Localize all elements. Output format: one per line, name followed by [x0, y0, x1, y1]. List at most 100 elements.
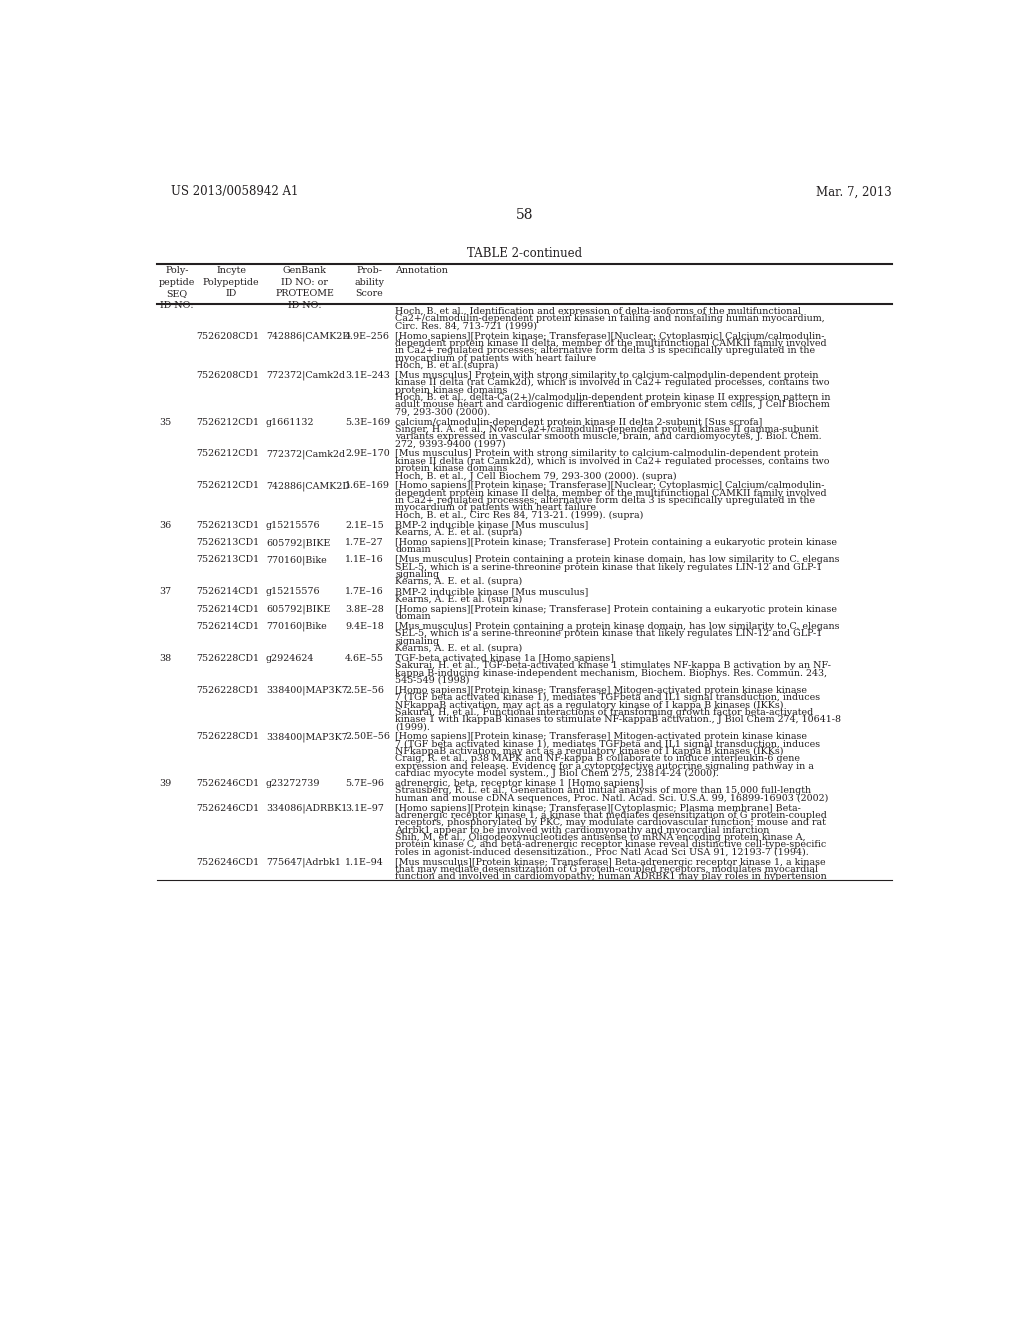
Text: 3.1E–97: 3.1E–97: [345, 804, 384, 813]
Text: Singer, H. A. et al., Novel Ca2+/calmodulin-dependent protein kinase II gamma-su: Singer, H. A. et al., Novel Ca2+/calmodu…: [395, 425, 819, 434]
Text: 605792|BIKE: 605792|BIKE: [266, 539, 331, 548]
Text: variants expressed in vascular smooth muscle, brain, and cardiomyocytes, J. Biol: variants expressed in vascular smooth mu…: [395, 432, 822, 441]
Text: kappa B-inducing kinase-independent mechanism, Biochem. Biophys. Res. Commun. 24: kappa B-inducing kinase-independent mech…: [395, 668, 827, 677]
Text: Hoch, B. et al., Identification and expression of delta-isoforms of the multifun: Hoch, B. et al., Identification and expr…: [395, 308, 802, 315]
Text: domain: domain: [395, 612, 431, 620]
Text: 7526214CD1: 7526214CD1: [197, 622, 259, 631]
Text: [Homo sapiens][Protein kinase; Transferase][Cytoplasmic; Plasma membrane] Beta-: [Homo sapiens][Protein kinase; Transfera…: [395, 804, 801, 813]
Text: Circ. Res. 84, 713-721 (1999): Circ. Res. 84, 713-721 (1999): [395, 322, 538, 330]
Text: 545-549 (1998): 545-549 (1998): [395, 676, 470, 685]
Text: 5.3E–169: 5.3E–169: [345, 417, 390, 426]
Text: Mar. 7, 2013: Mar. 7, 2013: [816, 185, 892, 198]
Text: [Homo sapiens][Protein kinase; Transferase][Nuclear; Cytoplasmic] Calcium/calmod: [Homo sapiens][Protein kinase; Transfera…: [395, 331, 825, 341]
Text: 742886|CAMK2D: 742886|CAMK2D: [266, 482, 350, 491]
Text: roles in agonist-induced desensitization., Proc Natl Acad Sci USA 91, 12193-7 (1: roles in agonist-induced desensitization…: [395, 847, 809, 857]
Text: protein kinase domains: protein kinase domains: [395, 465, 508, 473]
Text: domain: domain: [395, 545, 431, 554]
Text: protein kinase C, and beta-adrenergic receptor kinase reveal distinctive cell-ty: protein kinase C, and beta-adrenergic re…: [395, 841, 826, 849]
Text: [Homo sapiens][Protein kinase; Transferase] Mitogen-activated protein kinase kin: [Homo sapiens][Protein kinase; Transfera…: [395, 733, 807, 742]
Text: SEL-5, which is a serine-threonine protein kinase that likely regulates LIN-12 a: SEL-5, which is a serine-threonine prote…: [395, 562, 822, 572]
Text: 770160|Bike: 770160|Bike: [266, 556, 327, 565]
Text: Kearns, A. E. et al. (supra): Kearns, A. E. et al. (supra): [395, 594, 522, 603]
Text: GenBank
ID NO: or
PROTEOME
ID NO:: GenBank ID NO: or PROTEOME ID NO:: [275, 267, 334, 310]
Text: 2.5E–56: 2.5E–56: [345, 686, 384, 694]
Text: cardiac myocyte model system., J Biol Chem 275, 23814-24 (2000).: cardiac myocyte model system., J Biol Ch…: [395, 770, 719, 777]
Text: function and involved in cardiomyopathy; human ADRBK1 may play roles in hyperten: function and involved in cardiomyopathy;…: [395, 873, 827, 882]
Text: 338400|MAP3K7: 338400|MAP3K7: [266, 733, 348, 742]
Text: 1.7E–16: 1.7E–16: [345, 587, 384, 597]
Text: 35: 35: [159, 417, 171, 426]
Text: in Ca2+ regulated processes; alternative form delta 3 is specifically upregulate: in Ca2+ regulated processes; alternative…: [395, 346, 815, 355]
Text: Kearns, A. E. et al. (supra): Kearns, A. E. et al. (supra): [395, 577, 522, 586]
Text: Shih, M. et al., Oligodeoxynucleotides antisense to mRNA encoding protein kinase: Shih, M. et al., Oligodeoxynucleotides a…: [395, 833, 806, 842]
Text: 4.6E–55: 4.6E–55: [345, 653, 384, 663]
Text: signaling: signaling: [395, 636, 439, 645]
Text: expression and release. Evidence for a cytoprotective autocrine signaling pathwa: expression and release. Evidence for a c…: [395, 762, 814, 771]
Text: [Homo sapiens][Protein kinase; Transferase][Nuclear; Cytoplasmic] Calcium/calmod: [Homo sapiens][Protein kinase; Transfera…: [395, 482, 825, 491]
Text: 37: 37: [159, 587, 171, 597]
Text: myocardium of patients with heart failure: myocardium of patients with heart failur…: [395, 503, 597, 512]
Text: Ca2+/calmodulin-dependent protein kinase in failing and nonfailing human myocard: Ca2+/calmodulin-dependent protein kinase…: [395, 314, 825, 323]
Text: 1.1E–16: 1.1E–16: [345, 556, 384, 565]
Text: 4.9E–256: 4.9E–256: [345, 331, 390, 341]
Text: adult mouse heart and cardiogenic differentiation of embryonic stem cells, J Cel: adult mouse heart and cardiogenic differ…: [395, 400, 830, 409]
Text: [Mus musculus] Protein containing a protein kinase domain, has low similarity to: [Mus musculus] Protein containing a prot…: [395, 622, 840, 631]
Text: Kearns, A. E. et al. (supra): Kearns, A. E. et al. (supra): [395, 644, 522, 653]
Text: 7526212CD1: 7526212CD1: [197, 482, 259, 491]
Text: 58: 58: [516, 209, 534, 223]
Text: SEL-5, which is a serine-threonine protein kinase that likely regulates LIN-12 a: SEL-5, which is a serine-threonine prote…: [395, 630, 822, 639]
Text: myocardium of patients with heart failure: myocardium of patients with heart failur…: [395, 354, 597, 363]
Text: 39: 39: [159, 779, 171, 788]
Text: Sakurai, H. et al., TGF-beta-activated kinase 1 stimulates NF-kappa B activation: Sakurai, H. et al., TGF-beta-activated k…: [395, 661, 831, 671]
Text: 7526213CD1: 7526213CD1: [197, 556, 259, 565]
Text: 79, 293-300 (2000).: 79, 293-300 (2000).: [395, 408, 490, 417]
Text: 7526214CD1: 7526214CD1: [197, 587, 259, 597]
Text: 2.9E–170: 2.9E–170: [345, 449, 390, 458]
Text: g2924624: g2924624: [266, 653, 314, 663]
Text: g1661132: g1661132: [266, 417, 314, 426]
Text: signaling: signaling: [395, 570, 439, 579]
Text: Hoch, B. et al., J Cell Biochem 79, 293-300 (2000). (supra): Hoch, B. et al., J Cell Biochem 79, 293-…: [395, 471, 677, 480]
Text: BMP-2 inducible kinase [Mus musculus]: BMP-2 inducible kinase [Mus musculus]: [395, 587, 589, 597]
Text: Sakurai, H. et al., Functional interactions of transforming growth factor beta-a: Sakurai, H. et al., Functional interacti…: [395, 708, 814, 717]
Text: protein kinase domains: protein kinase domains: [395, 385, 508, 395]
Text: [Mus musculus][Protein kinase; Transferase] Beta-adrenergic receptor kinase 1, a: [Mus musculus][Protein kinase; Transfera…: [395, 858, 826, 866]
Text: receptors, phosphorylated by PKC, may modulate cardiovascular function; mouse an: receptors, phosphorylated by PKC, may mo…: [395, 818, 826, 828]
Text: 38: 38: [159, 653, 171, 663]
Text: 770160|Bike: 770160|Bike: [266, 622, 327, 631]
Text: kinase II delta (rat Camk2d), which is involved in Ca2+ regulated processes, con: kinase II delta (rat Camk2d), which is i…: [395, 457, 829, 466]
Text: 334086|ADRBK1: 334086|ADRBK1: [266, 804, 347, 813]
Text: 2.50E–56: 2.50E–56: [345, 733, 390, 742]
Text: 7526228CD1: 7526228CD1: [197, 686, 259, 694]
Text: kinase II delta (rat Camk2d), which is involved in Ca2+ regulated processes, con: kinase II delta (rat Camk2d), which is i…: [395, 379, 829, 387]
Text: [Homo sapiens][Protein kinase; Transferase] Mitogen-activated protein kinase kin: [Homo sapiens][Protein kinase; Transfera…: [395, 686, 807, 694]
Text: 1.6E–169: 1.6E–169: [345, 482, 390, 491]
Text: [Homo sapiens][Protein kinase; Transferase] Protein containing a eukaryotic prot: [Homo sapiens][Protein kinase; Transfera…: [395, 539, 838, 546]
Text: 7526213CD1: 7526213CD1: [197, 539, 259, 546]
Text: 605792|BIKE: 605792|BIKE: [266, 605, 331, 614]
Text: 2.1E–15: 2.1E–15: [345, 520, 384, 529]
Text: Hoch, B. et al., delta-Ca(2+)/calmodulin-dependent protein kinase II expression : Hoch, B. et al., delta-Ca(2+)/calmodulin…: [395, 393, 830, 403]
Text: NFkappaB activation, may act as a regulatory kinase of I kappa B kinases (IKKs): NFkappaB activation, may act as a regula…: [395, 701, 784, 710]
Text: Strausberg, R. L. et al., Generation and initial analysis of more than 15,000 fu: Strausberg, R. L. et al., Generation and…: [395, 787, 811, 796]
Text: 7526246CD1: 7526246CD1: [197, 804, 259, 813]
Text: [Homo sapiens][Protein kinase; Transferase] Protein containing a eukaryotic prot: [Homo sapiens][Protein kinase; Transfera…: [395, 605, 838, 614]
Text: TGF-beta activated kinase 1a [Homo sapiens]: TGF-beta activated kinase 1a [Homo sapie…: [395, 653, 614, 663]
Text: g15215576: g15215576: [266, 520, 321, 529]
Text: [Mus musculus] Protein with strong similarity to calcium-calmodulin-dependent pr: [Mus musculus] Protein with strong simil…: [395, 371, 819, 380]
Text: Adrbk1 appear to be involved with cardiomyopathy and myocardial infarction: Adrbk1 appear to be involved with cardio…: [395, 825, 770, 834]
Text: 7526212CD1: 7526212CD1: [197, 417, 259, 426]
Text: Craig, R. et al., p38 MAPK and NF-kappa B collaborate to induce interleukin-6 ge: Craig, R. et al., p38 MAPK and NF-kappa …: [395, 755, 801, 763]
Text: dependent protein kinase II delta, member of the multifunctional CAMKII family i: dependent protein kinase II delta, membe…: [395, 488, 827, 498]
Text: 3.1E–243: 3.1E–243: [345, 371, 390, 380]
Text: 3.8E–28: 3.8E–28: [345, 605, 384, 614]
Text: Kearns, A. E. et al. (supra): Kearns, A. E. et al. (supra): [395, 528, 522, 537]
Text: 772372|Camk2d: 772372|Camk2d: [266, 449, 345, 459]
Text: 7526228CD1: 7526228CD1: [197, 653, 259, 663]
Text: (1999).: (1999).: [395, 722, 430, 731]
Text: 7 (TGF beta activated kinase 1), mediates TGFbeta and IL1 signal transduction, i: 7 (TGF beta activated kinase 1), mediate…: [395, 693, 820, 702]
Text: 7526214CD1: 7526214CD1: [197, 605, 259, 614]
Text: Prob-
ability
Score: Prob- ability Score: [354, 267, 384, 298]
Text: 775647|Adrbk1: 775647|Adrbk1: [266, 858, 341, 867]
Text: 772372|Camk2d: 772372|Camk2d: [266, 371, 345, 380]
